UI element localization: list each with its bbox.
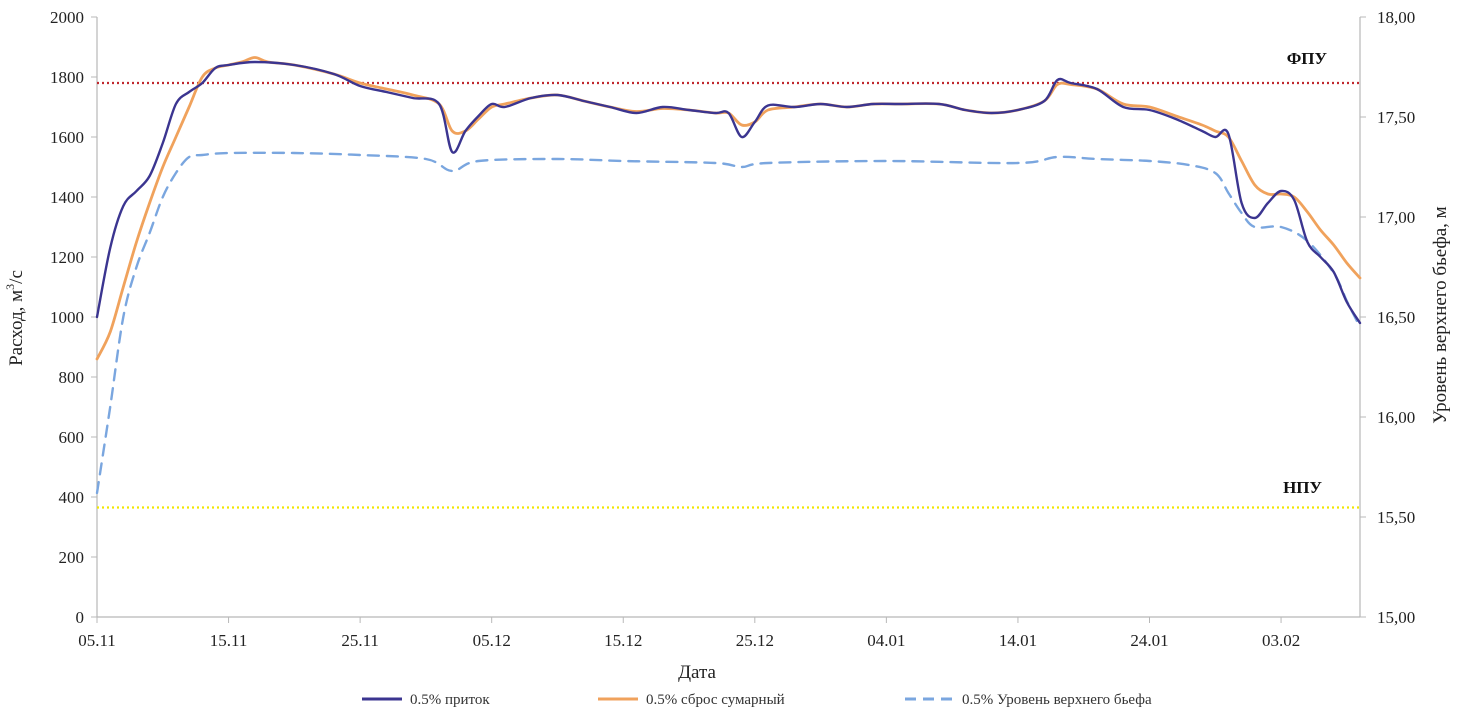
x-tick-label: 14.01 — [999, 631, 1037, 650]
reference-lines — [97, 81, 1360, 509]
y2-tick-label: 16,50 — [1377, 308, 1415, 327]
y-tick-label: 0 — [76, 608, 85, 627]
y2-axis-title: Уровень верхнего бьефа, м — [1430, 206, 1451, 423]
y-tick-label: 400 — [59, 488, 85, 507]
y-tick-label: 1400 — [50, 188, 84, 207]
y2-tick-label: 16,00 — [1377, 408, 1415, 427]
legend: 0.5% приток 0.5% сброс сумарный 0.5% Уро… — [362, 692, 1152, 708]
axes: 0 200 400 600 800 1000 1200 1400 1600 1800 2000 15,… — [50, 8, 1415, 650]
legend-label-level: 0.5% Уровень верхнего бьефа — [962, 692, 1152, 708]
ref-label-fpu: ФПУ — [1287, 49, 1328, 68]
x-axis-title: Дата — [678, 662, 716, 683]
y2-tick-label: 18,00 — [1377, 8, 1415, 27]
series-discharge-line — [95, 56, 1362, 361]
y-tick-label: 1800 — [50, 68, 84, 87]
x-tick-label: 15.11 — [210, 631, 248, 650]
y-axis-title-main: Расход, м — [6, 290, 27, 366]
y2-tick-label: 17,00 — [1377, 208, 1415, 227]
y-axis-title-sup: 3 — [3, 284, 17, 290]
y2-tick-label: 15,00 — [1377, 608, 1415, 627]
x-tick-label: 25.12 — [736, 631, 774, 650]
x-tick-label: 04.01 — [867, 631, 905, 650]
y2-tick-label: 17,50 — [1377, 108, 1415, 127]
y-tick-label: 1200 — [50, 248, 84, 267]
y-tick-label: 800 — [59, 368, 85, 387]
y-axis-title: Расход, м3/с — [3, 270, 27, 366]
y-tick-label: 200 — [59, 548, 85, 567]
series-inflow-line — [95, 60, 1362, 325]
y-axis-title-tail: /с — [6, 270, 27, 284]
x-tick-label: 03.02 — [1262, 631, 1300, 650]
series-level-line — [95, 151, 1362, 495]
y2-tick-label: 15,50 — [1377, 508, 1415, 527]
y-tick-label: 600 — [59, 428, 85, 447]
ref-label-npu: НПУ — [1283, 478, 1322, 497]
x-tick-label: 15.12 — [604, 631, 642, 650]
legend-label-discharge: 0.5% сброс сумарный — [646, 692, 785, 708]
y-tick-label: 2000 — [50, 8, 84, 27]
x-tick-label: 24.01 — [1130, 631, 1168, 650]
x-tick-label: 05.11 — [78, 631, 116, 650]
x-tick-label: 25.11 — [341, 631, 379, 650]
x-tick-label: 05.12 — [473, 631, 511, 650]
series-layer — [95, 56, 1362, 495]
y-tick-label: 1000 — [50, 308, 84, 327]
y-tick-label: 1600 — [50, 128, 84, 147]
legend-label-inflow: 0.5% приток — [410, 692, 490, 708]
